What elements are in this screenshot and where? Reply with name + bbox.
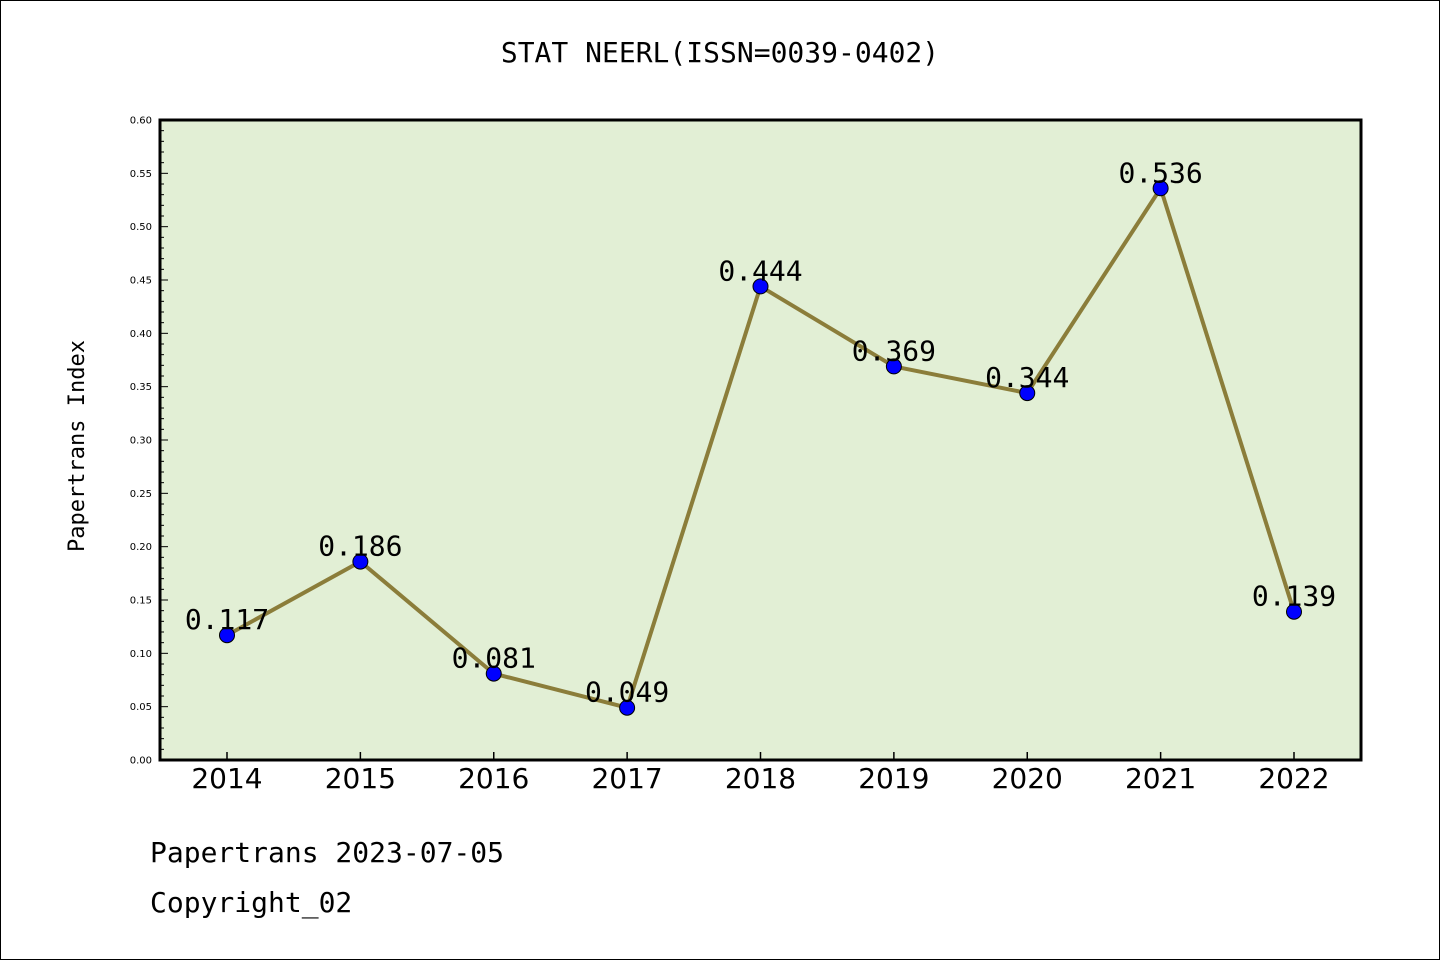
y-tick-label: 0.20 bbox=[130, 542, 152, 553]
x-tick-label: 2021 bbox=[1125, 762, 1196, 795]
y-tick-label: 0.10 bbox=[130, 649, 152, 660]
y-tick-label: 0.60 bbox=[130, 116, 152, 127]
data-label: 0.536 bbox=[1118, 156, 1202, 189]
x-axis: 2014 2015 2016 2017 2018 2019 2020 2021 2022 bbox=[191, 752, 1330, 795]
x-tick-label: 2015 bbox=[325, 762, 396, 795]
y-tick-label: 0.50 bbox=[130, 222, 152, 233]
data-label: 0.186 bbox=[318, 530, 402, 563]
data-point bbox=[885, 358, 902, 375]
y-axis: 0.00 0.05 0.10 0.15 0.20 0.25 0.30 0.35 0.40 0.45… bbox=[130, 116, 168, 767]
y-axis-label: Papertrans Index bbox=[65, 340, 90, 552]
footer-date: Papertrans 2023-07-05 bbox=[150, 836, 505, 869]
plot-background bbox=[158, 118, 1363, 762]
data-point bbox=[485, 665, 502, 682]
x-tick-label: 2014 bbox=[191, 762, 262, 795]
data-point bbox=[1019, 385, 1036, 402]
x-tick-label: 2018 bbox=[725, 762, 796, 795]
x-tick-label: 2016 bbox=[458, 762, 529, 795]
data-point bbox=[352, 553, 369, 570]
data-labels: 0.117 0.186 0.081 0.049 0.444 0.369 0.344 0.536… bbox=[185, 156, 1336, 708]
x-tick-label: 2022 bbox=[1258, 762, 1329, 795]
data-point bbox=[752, 278, 769, 295]
y-tick-label: 0.15 bbox=[130, 596, 152, 607]
y-tick-label: 0.45 bbox=[130, 276, 152, 287]
x-tick-label: 2020 bbox=[992, 762, 1063, 795]
data-point bbox=[219, 627, 235, 644]
data-label: 0.444 bbox=[718, 254, 802, 287]
y-tick-label: 0.40 bbox=[130, 329, 152, 340]
data-points bbox=[219, 180, 1302, 716]
data-label: 0.344 bbox=[985, 361, 1069, 394]
data-point bbox=[619, 699, 636, 716]
chart-title: STAT NEERL(ISSN=0039-0402) bbox=[500, 36, 940, 69]
data-label: 0.369 bbox=[852, 334, 936, 367]
y-tick-label: 0.00 bbox=[130, 756, 152, 767]
data-label: 0.139 bbox=[1252, 580, 1336, 613]
data-label: 0.081 bbox=[452, 642, 536, 675]
data-label: 0.049 bbox=[585, 676, 669, 709]
data-label: 0.117 bbox=[185, 603, 269, 636]
plot-area bbox=[158, 118, 1363, 762]
y-tick-label: 0.35 bbox=[130, 382, 152, 393]
y-tick-label: 0.05 bbox=[130, 702, 152, 713]
data-point bbox=[1286, 603, 1302, 620]
y-tick-label: 0.25 bbox=[130, 489, 152, 500]
footer-copyright: Copyright_02 bbox=[150, 886, 353, 919]
y-tick-label: 0.55 bbox=[130, 169, 152, 180]
x-tick-label: 2019 bbox=[858, 762, 929, 795]
x-tick-label: 2017 bbox=[591, 762, 662, 795]
data-point bbox=[1152, 180, 1169, 197]
y-tick-label: 0.30 bbox=[130, 436, 152, 447]
